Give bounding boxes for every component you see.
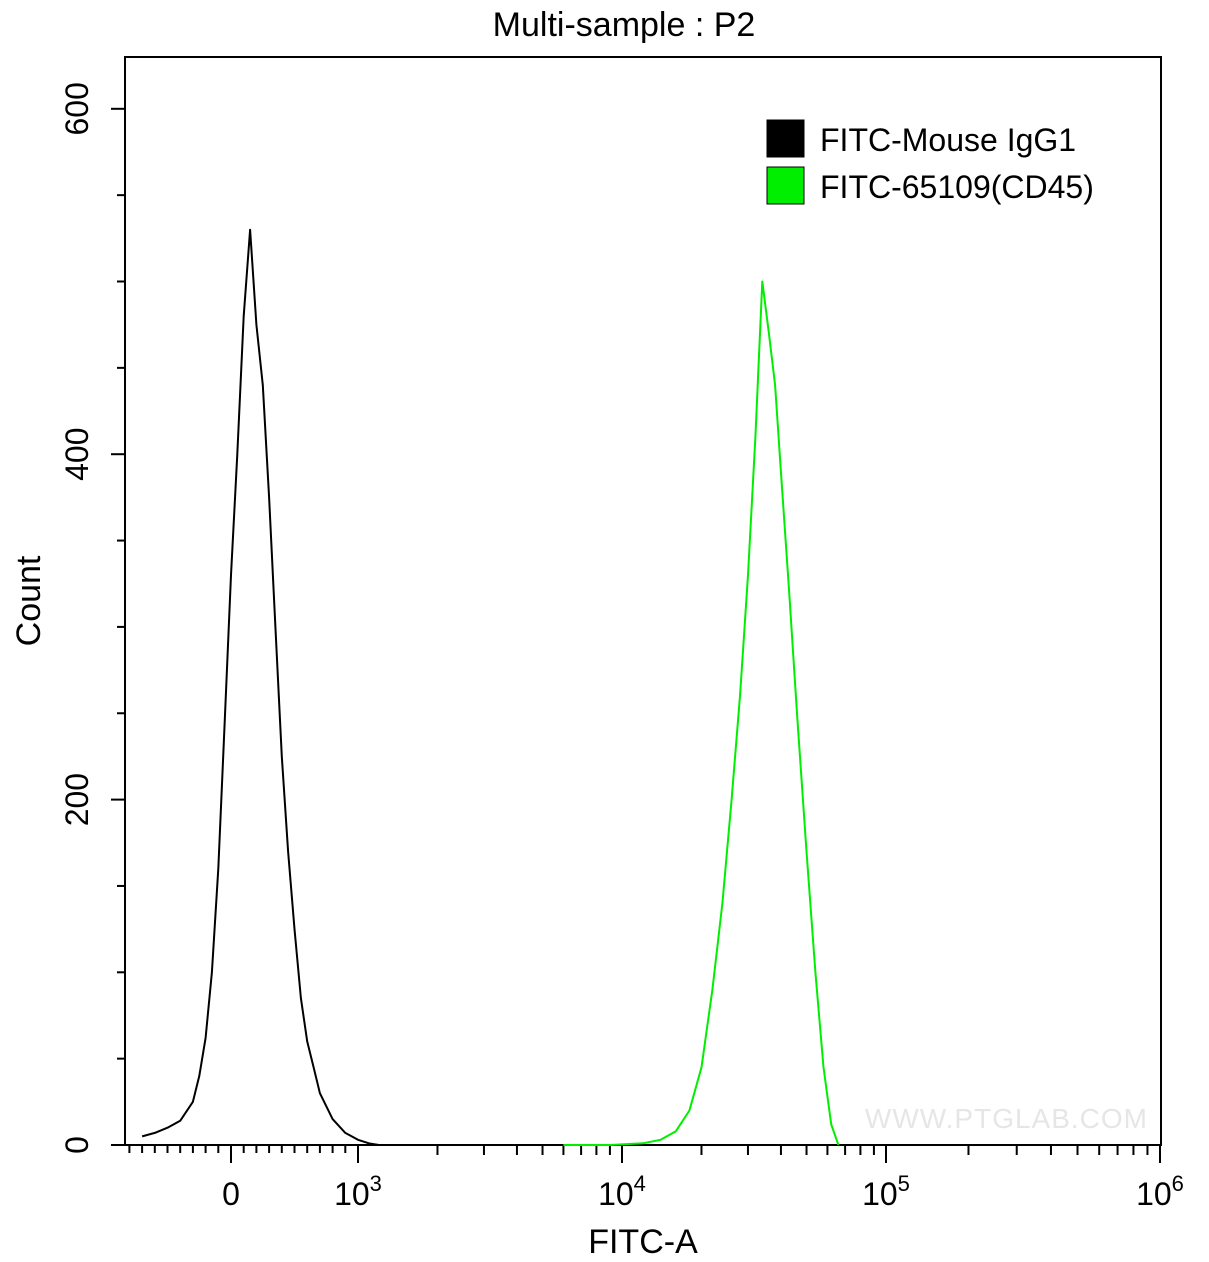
x-tick-label-base: 10 [334, 1176, 370, 1212]
watermark: WWW.PTGLAB.COM [865, 1103, 1148, 1134]
chart-title: Multi-sample : P2 [493, 6, 756, 44]
legend-label: FITC-Mouse IgG1 [820, 122, 1076, 158]
x-tick-label-exp: 6 [1172, 1171, 1184, 1196]
x-tick-label: 0 [222, 1176, 240, 1212]
legend-label: FITC-65109(CD45) [820, 169, 1094, 205]
y-tick-label: 400 [59, 428, 95, 481]
legend-swatch [766, 166, 805, 205]
x-tick-label-exp: 3 [370, 1171, 382, 1196]
y-axis-label: Count [10, 555, 48, 646]
x-tick-label: 104 [598, 1171, 646, 1212]
x-tick-label: 105 [862, 1171, 910, 1212]
plot-frame [124, 56, 1162, 1146]
x-axis-ticks: 0 103 104 105 106 [128, 1145, 1184, 1212]
y-tick-label: 600 [59, 82, 95, 135]
series-line-1 [141, 228, 380, 1146]
x-tick-label-exp: 4 [634, 1171, 646, 1196]
x-tick-label-base: 10 [862, 1176, 898, 1212]
x-tick-label-base: 10 [1136, 1176, 1172, 1212]
legend: FITC-Mouse IgG1 FITC-65109(CD45) [766, 119, 1094, 205]
series-line-2 [563, 280, 840, 1146]
x-axis-label: FITC-A [588, 1223, 698, 1261]
y-axis-ticks: 0 200 400 600 [59, 82, 125, 1154]
legend-swatch [766, 119, 805, 158]
y-tick-label: 0 [59, 1136, 95, 1154]
x-tick-label: 106 [1136, 1171, 1184, 1212]
x-tick-label: 103 [334, 1171, 382, 1212]
x-tick-label-base: 10 [598, 1176, 634, 1212]
y-tick-label: 200 [59, 773, 95, 826]
series-group [141, 228, 840, 1146]
x-tick-label-exp: 5 [898, 1171, 910, 1196]
